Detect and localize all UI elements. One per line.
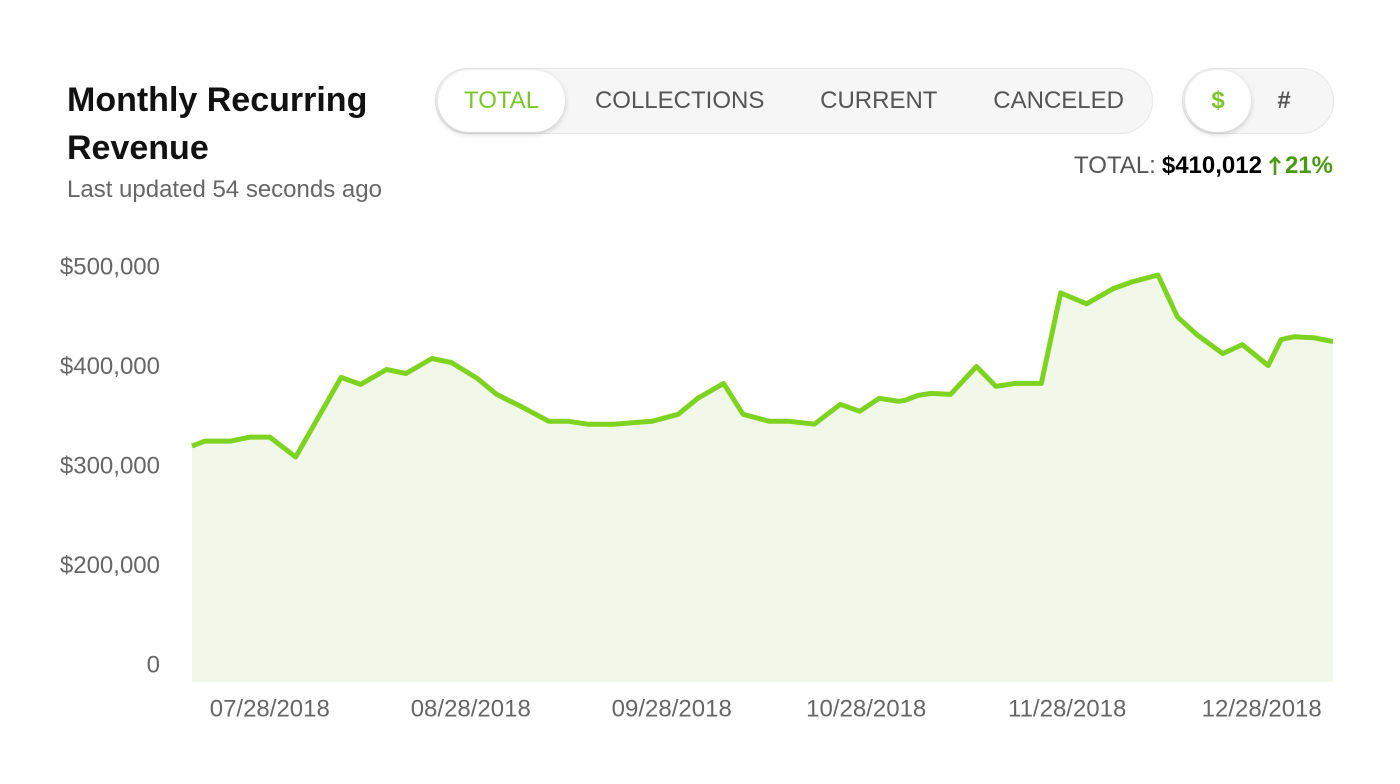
tab[interactable]: TOTAL — [438, 70, 566, 132]
x-tick-label: 12/28/2018 — [1202, 695, 1322, 722]
up-arrow — [1269, 156, 1281, 175]
line — [191, 272, 1334, 460]
x-tick-label: 08/28/2018 — [411, 695, 531, 722]
tab[interactable]: CURRENT — [820, 87, 938, 114]
subtitle: Last updated 54 seconds ago — [67, 176, 382, 203]
y-tick-label: $300,000 — [60, 452, 160, 479]
summary-value: $410,012 — [1161, 152, 1262, 179]
unit-button[interactable]: $ — [1185, 70, 1251, 132]
summary: TOTAL: $410,012 21% — [1074, 152, 1333, 180]
y-tick-label: $500,000 — [60, 253, 160, 280]
x-tick-label: 11/28/2018 — [1008, 695, 1126, 722]
x-tick-label: 09/28/2018 — [612, 695, 732, 722]
tab[interactable]: CANCELED — [993, 87, 1124, 114]
y-tick-label: $200,000 — [60, 552, 160, 579]
unit-toggle: $ # — [1182, 68, 1334, 134]
area — [192, 275, 1333, 682]
tab[interactable]: COLLECTIONS — [594, 87, 765, 114]
title: Monthly Recurring Revenue — [67, 81, 368, 167]
unit-button[interactable]: # — [1277, 87, 1291, 114]
x-tick-label: 10/28/2018 — [806, 695, 926, 722]
y-tick-label: 0 — [147, 651, 160, 678]
summary-label: TOTAL: — [1074, 152, 1156, 179]
y-tick-label: $400,000 — [60, 353, 160, 380]
x-tick-label: 07/28/2018 — [210, 695, 330, 722]
summary-change: 21% — [1268, 152, 1333, 180]
change-value: 21% — [1284, 152, 1333, 179]
tab-bar: TOTAL COLLECTIONS CURRENT CANCELED — [435, 68, 1153, 134]
